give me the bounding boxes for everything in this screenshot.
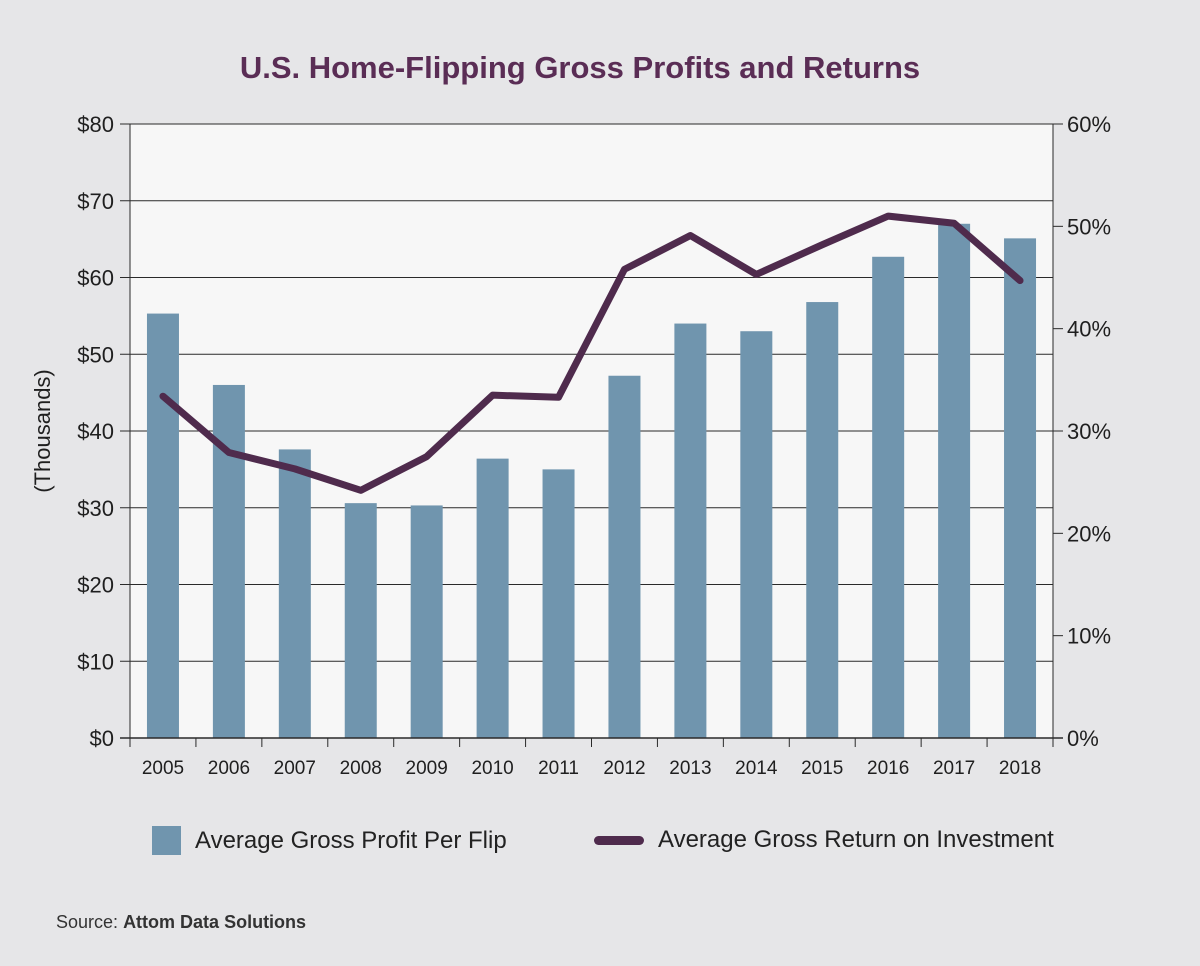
x-tick-label: 2012 (603, 758, 645, 779)
y-tick-label-left: $70 (77, 189, 114, 214)
y-tick-label-left: $0 (90, 726, 114, 751)
y-tick-label-left: $80 (77, 112, 114, 137)
source-name: Attom Data Solutions (123, 912, 307, 932)
y-tick-label-left: $10 (77, 649, 114, 674)
x-tick-label: 2013 (669, 758, 711, 779)
line-series (159, 212, 1024, 494)
bar (542, 469, 575, 738)
bar (212, 384, 245, 738)
legend-swatch-bars (152, 826, 181, 855)
bar (740, 331, 773, 738)
x-tick-label: 2008 (340, 758, 382, 779)
x-tick-label: 2009 (406, 758, 448, 779)
y-tick-label-left: $20 (77, 573, 114, 598)
bar (476, 458, 509, 738)
x-tick-label: 2015 (801, 758, 843, 779)
x-tick-label: 2017 (933, 758, 975, 779)
x-tick-label: 2011 (538, 758, 579, 779)
legend-swatch-line (594, 835, 644, 845)
x-tick-label: 2007 (274, 758, 316, 779)
chart-title: U.S. Home-Flipping Gross Profits and Ret… (239, 50, 921, 85)
bar (344, 503, 377, 738)
bar (806, 302, 839, 738)
tick-labels: $0 $10 $20 $30 $40 $50 $60 $70 $80 0% 10% 20% 30% 40%… (77, 112, 1111, 779)
y-tick-label-right: 40% (1067, 317, 1111, 342)
x-tick-label: 2016 (867, 758, 909, 779)
bar (410, 505, 443, 738)
bar (278, 449, 311, 738)
bar (608, 375, 641, 738)
legend-label-line: Average Gross Return on Investment (658, 826, 1054, 853)
y-tick-label-left: $30 (77, 496, 114, 521)
source-prefix: Source: (56, 912, 119, 932)
y-tick-label-left: $40 (77, 419, 114, 444)
x-tick-label: 2014 (735, 758, 778, 779)
y-tick-label-right: 0% (1067, 726, 1099, 751)
bar (146, 313, 179, 738)
x-tick-label: 2018 (999, 758, 1041, 779)
y-tick-label-left: $50 (77, 342, 114, 367)
bar-series (146, 223, 1037, 739)
y-tick-label-right: 60% (1067, 112, 1111, 137)
source-note: Source: Attom Data Solutions (56, 912, 306, 933)
axes (120, 123, 1063, 747)
bar (872, 256, 905, 738)
bar (1004, 238, 1037, 739)
x-tick-label: 2010 (471, 758, 513, 779)
y-tick-label-left: $60 (77, 266, 114, 291)
y-tick-label-right: 10% (1067, 624, 1111, 649)
y-tick-label-right: 30% (1067, 419, 1111, 444)
x-tick-label: 2005 (142, 758, 184, 779)
bar (938, 223, 971, 738)
legend-label-bars: Average Gross Profit Per Flip (195, 826, 507, 854)
roi-line (159, 212, 1024, 494)
legend-item-line: Average Gross Return on Investment (594, 826, 1054, 854)
y-axis-label: (Thousands) (30, 369, 55, 493)
y-tick-label-right: 50% (1067, 214, 1111, 239)
bar (674, 323, 707, 738)
y-tick-label-right: 20% (1067, 521, 1111, 546)
x-tick-label: 2006 (208, 758, 250, 779)
legend-item-bars: Average Gross Profit Per Flip (152, 826, 507, 855)
